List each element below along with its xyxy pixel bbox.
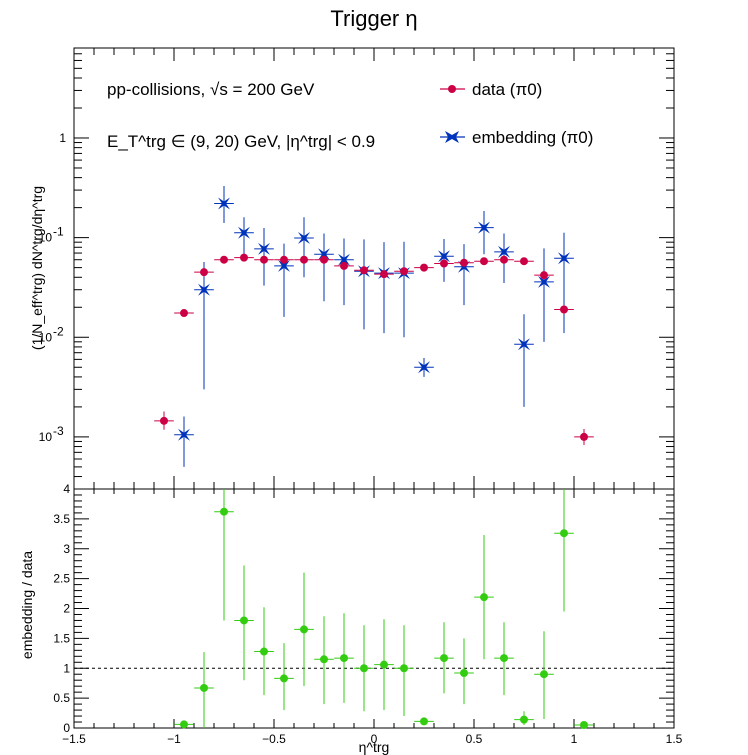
data-point [300, 255, 308, 264]
data-point [380, 270, 388, 279]
embedding-point [478, 221, 490, 234]
top-y-tick-label: 1 [59, 131, 66, 145]
data-point [180, 309, 188, 318]
data-point [520, 257, 528, 266]
ratio-point [180, 720, 188, 729]
bottom-y-axis-title: embedding / data [19, 551, 35, 659]
x-axis-title: η^trg [359, 739, 390, 755]
data-point [560, 305, 568, 314]
ratio-point [200, 683, 208, 692]
chart-title: Trigger η [330, 6, 417, 31]
bottom-y-tick-label: 0.5 [53, 691, 70, 705]
data-point [500, 255, 508, 264]
top-y-tick-exponent: -1 [53, 225, 64, 239]
data-point [480, 257, 488, 266]
ratio-point [320, 655, 328, 664]
legend: data (π0) embedding (π0) [440, 80, 593, 147]
data-point [460, 258, 468, 267]
x-tick-label: 0 [371, 732, 378, 746]
data-point [360, 266, 368, 275]
bottom-y-tick-label: 2.5 [53, 572, 70, 586]
ratio-point [460, 669, 468, 678]
data-point [540, 271, 548, 280]
bottom-axes: −1.5 −1 −0.5 0 0.5 1 1.5 0 0.5 1 1.5 2 2.5 3 3.5 4 [53, 482, 682, 746]
top-y-tick-label: 10 [39, 430, 53, 444]
embedding-point [198, 283, 210, 296]
ratio-point [420, 717, 428, 726]
bottom-y-tick-label: 1 [63, 661, 70, 675]
ratio-point [280, 674, 288, 683]
bottom-series-layer [174, 489, 594, 730]
legend-data-marker [448, 85, 456, 93]
top-series-layer [154, 185, 594, 467]
embedding-point [538, 275, 550, 288]
embedding-point [498, 245, 510, 258]
bottom-y-tick-label: 1.5 [53, 631, 70, 645]
top-y-axis-title: (1/N_eff^trg) dN^trg/dη^trg [29, 186, 45, 350]
embedding-point [438, 250, 450, 263]
ratio-point [220, 507, 228, 516]
embedding-point [338, 253, 350, 266]
x-tick-label: −0.5 [262, 732, 286, 746]
ratio-point [400, 664, 408, 673]
bottom-y-tick-label: 3 [63, 542, 70, 556]
embedding-point [258, 242, 270, 255]
ratio-point [380, 660, 388, 669]
top-y-tick-exponent: -3 [53, 424, 64, 438]
ratio-point [260, 647, 268, 656]
data-point [200, 268, 208, 277]
ratio-point [340, 654, 348, 663]
embedding-point [518, 338, 530, 351]
embedding-point [178, 428, 190, 441]
top-axes: 10 -310 -210 -11 [39, 47, 675, 490]
embedding-point [418, 361, 430, 374]
ratio-point [480, 593, 488, 602]
data-point [440, 259, 448, 268]
legend-embedding-marker [445, 131, 459, 143]
x-tick-label: −1 [167, 732, 181, 746]
data-point [260, 255, 268, 264]
bottom-y-tick-label: 3.5 [53, 512, 70, 526]
data-point [240, 253, 248, 262]
ratio-point [440, 654, 448, 663]
embedding-point [238, 226, 250, 239]
ratio-point [500, 654, 508, 663]
x-tick-label: 1 [571, 732, 578, 746]
data-point [220, 255, 228, 264]
bottom-y-tick-label: 0 [63, 721, 70, 735]
embedding-point [278, 259, 290, 272]
bottom-y-tick-label: 4 [63, 482, 70, 496]
data-point [320, 255, 328, 264]
embedding-point [558, 252, 570, 265]
ratio-point [560, 529, 568, 538]
ratio-point [520, 715, 528, 724]
ratio-point [580, 721, 588, 730]
x-tick-label: 1.5 [666, 732, 683, 746]
x-tick-label: 0.5 [466, 732, 483, 746]
bottom-y-tick-label: 2 [63, 602, 70, 616]
legend-embedding-label: embedding (π0) [472, 128, 593, 147]
annotation-collisions: pp-collisions, √s = 200 GeV [107, 80, 315, 99]
embedding-point [298, 232, 310, 245]
legend-data-label: data (π0) [472, 80, 542, 99]
top-y-tick-label: 10 [39, 231, 53, 245]
ratio-point [360, 664, 368, 673]
top-y-tick-exponent: -2 [53, 324, 64, 338]
ratio-point [240, 616, 248, 625]
annotation-cuts: E_T^trg ∈ (9, 20) GeV, |η^trg| < 0.9 [107, 132, 375, 151]
data-point [580, 432, 588, 441]
data-point [160, 416, 168, 425]
embedding-point [218, 197, 230, 210]
data-point [420, 263, 428, 272]
data-point [340, 261, 348, 270]
data-point [280, 255, 288, 264]
top-y-tick-label: 10 [39, 330, 53, 344]
x-tick-label: −1.5 [62, 732, 86, 746]
ratio-point [300, 625, 308, 634]
data-point [400, 267, 408, 276]
ratio-point [540, 670, 548, 679]
